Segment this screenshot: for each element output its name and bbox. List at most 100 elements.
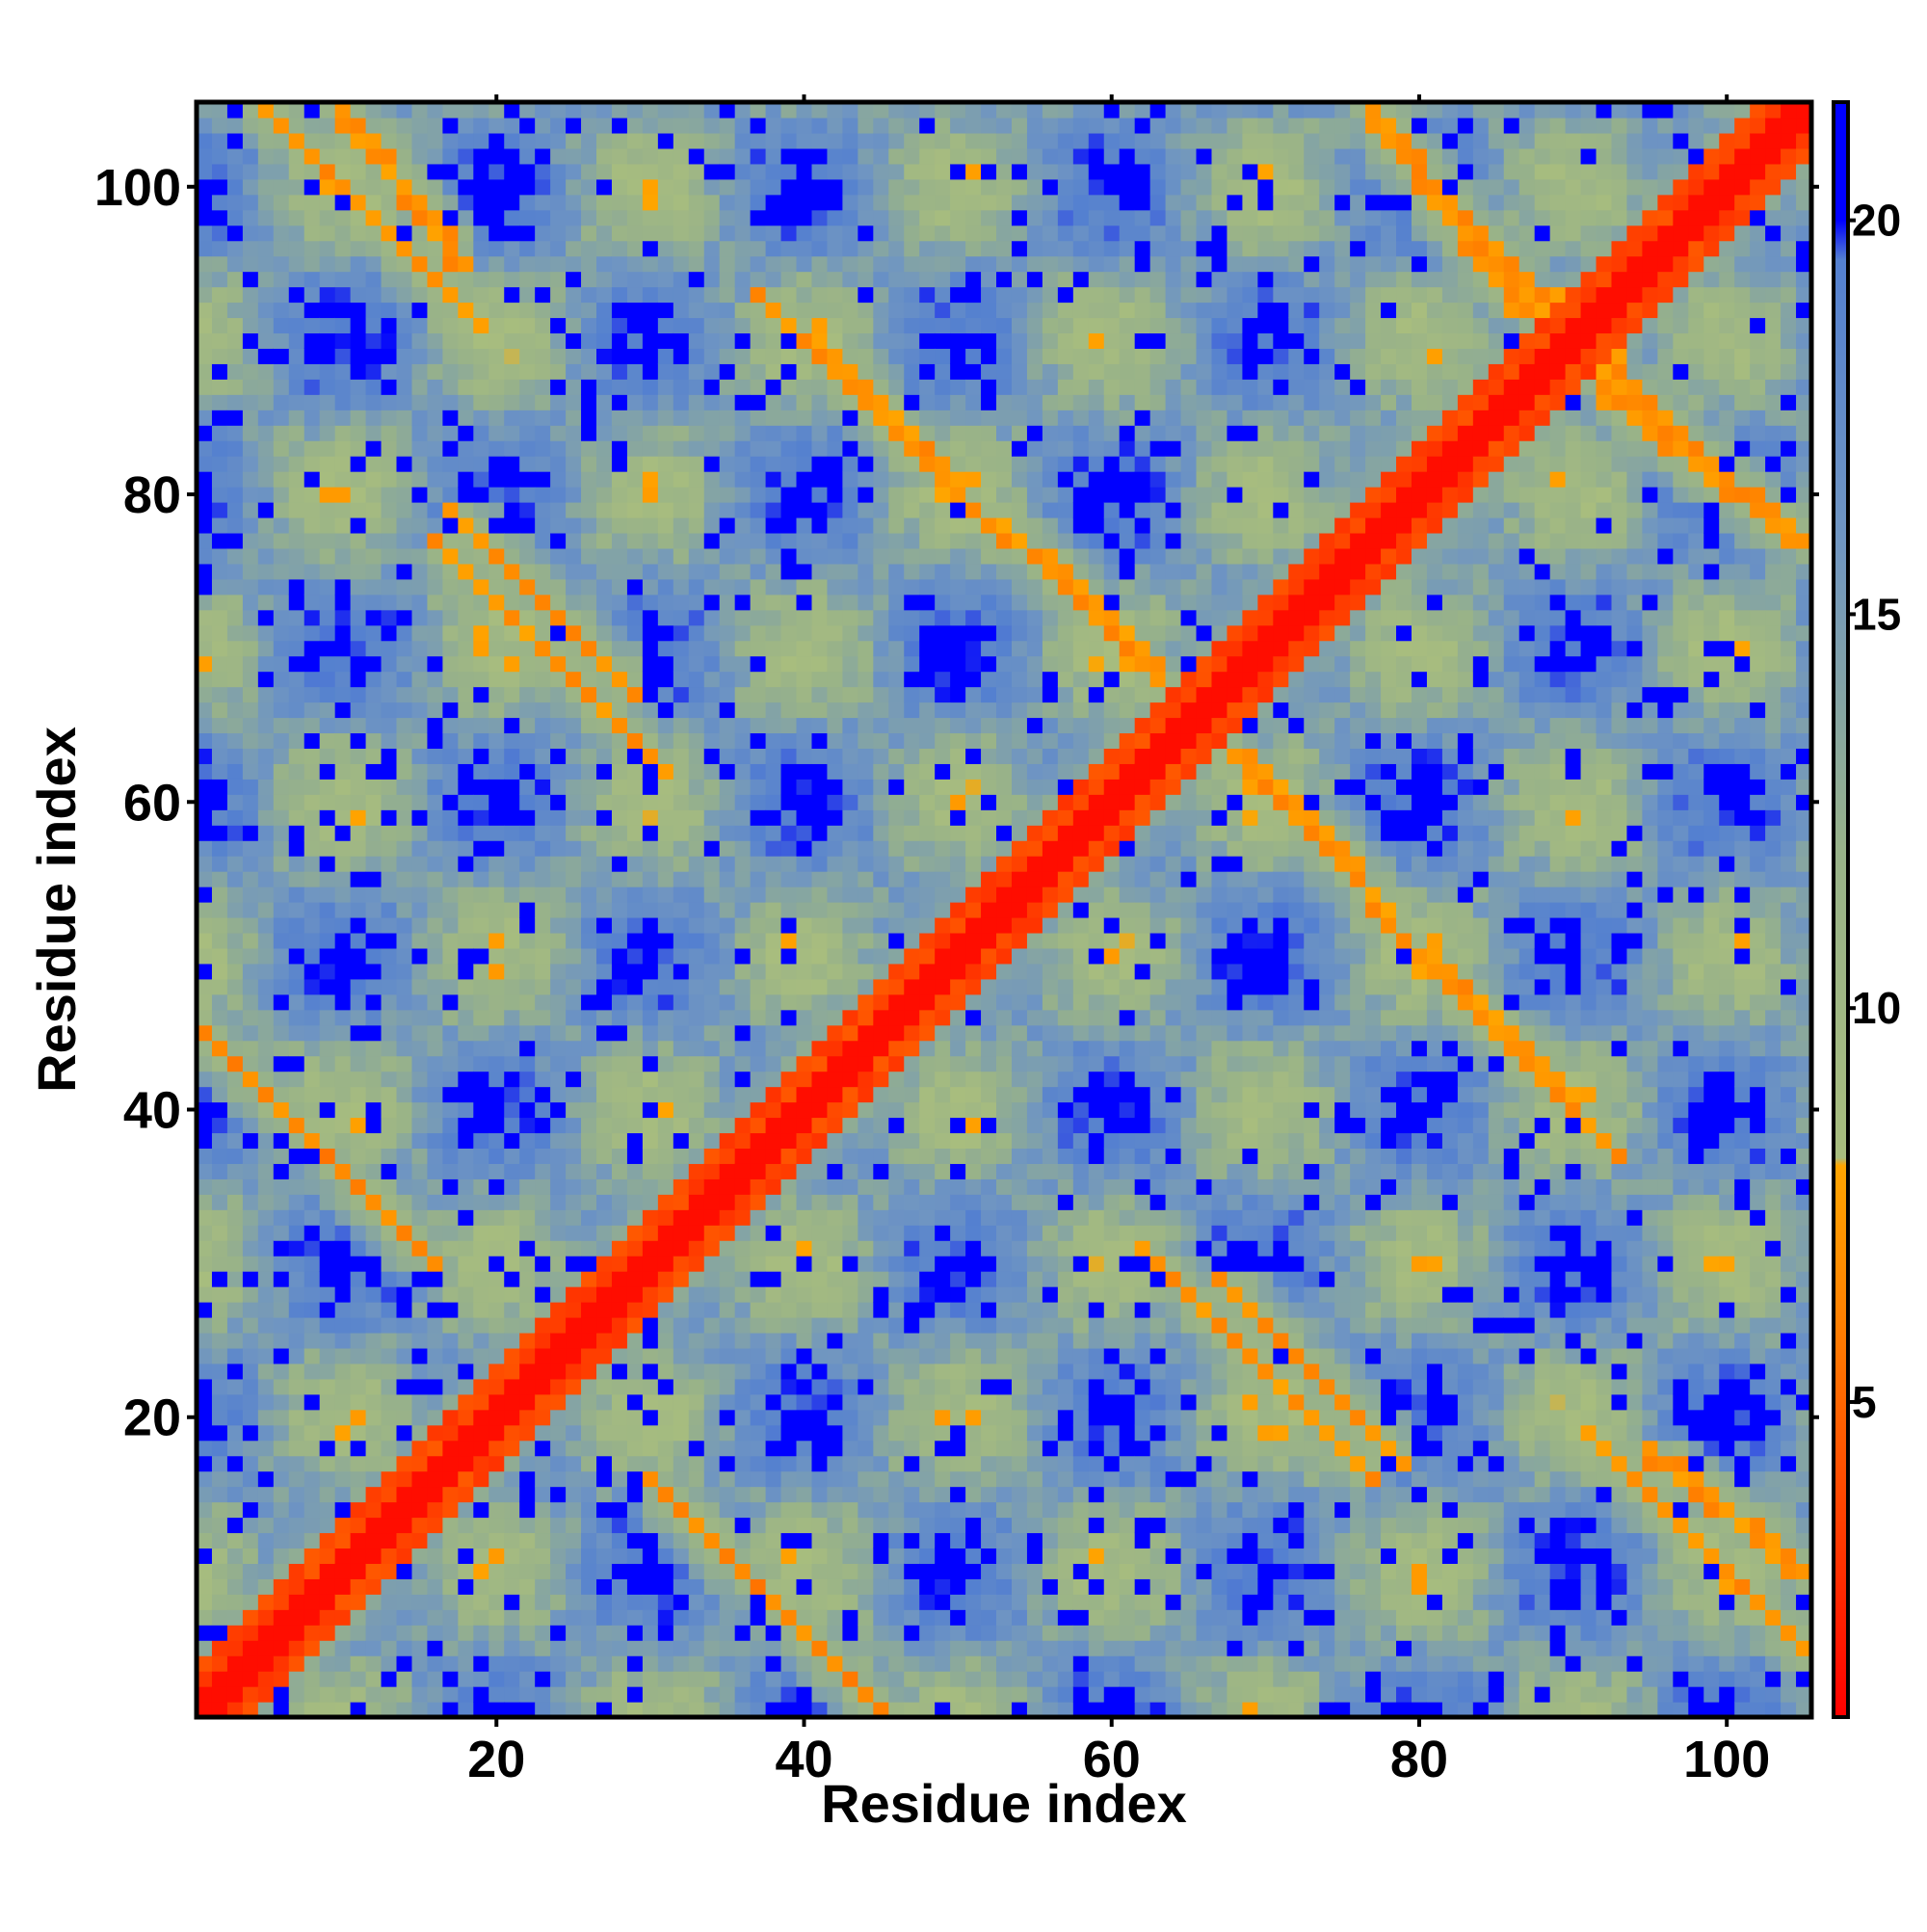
heatmap-cell xyxy=(334,379,352,395)
heatmap-cell xyxy=(827,379,843,395)
heatmap-cell xyxy=(488,1424,505,1442)
heatmap-cell xyxy=(734,1409,752,1426)
heatmap-cell xyxy=(319,1163,336,1179)
heatmap-cell xyxy=(750,947,767,965)
heatmap-cell xyxy=(411,1286,429,1303)
heatmap-cell xyxy=(427,947,443,965)
heatmap-cell xyxy=(273,1286,290,1303)
heatmap-cell xyxy=(657,640,674,657)
heatmap-cell xyxy=(242,147,259,165)
heatmap-cell xyxy=(566,809,582,826)
heatmap-cell xyxy=(566,379,582,395)
heatmap-cell xyxy=(873,1578,889,1595)
heatmap-cell xyxy=(427,1671,443,1687)
heatmap-cell xyxy=(673,456,690,472)
heatmap-cell xyxy=(288,1347,305,1364)
heatmap-cell xyxy=(750,456,767,472)
heatmap-cell xyxy=(904,1532,920,1549)
heatmap-cell xyxy=(626,1532,644,1549)
heatmap-cell xyxy=(257,701,275,719)
heatmap-cell xyxy=(642,1363,659,1380)
heatmap-cell xyxy=(535,1625,551,1641)
heatmap-cell xyxy=(396,1440,413,1457)
heatmap-cell xyxy=(581,1240,597,1257)
heatmap-cell xyxy=(703,887,721,903)
heatmap-cell xyxy=(827,640,843,657)
heatmap-cell xyxy=(688,840,705,857)
heatmap-cell xyxy=(566,516,582,534)
heatmap-cell xyxy=(611,978,628,995)
heatmap-cell xyxy=(842,1055,858,1072)
heatmap-cell xyxy=(304,502,321,518)
heatmap-cell xyxy=(411,1440,429,1457)
heatmap-cell xyxy=(657,1302,674,1318)
heatmap-cell xyxy=(242,1393,259,1411)
heatmap-cell xyxy=(197,1532,213,1549)
heatmap-cell xyxy=(657,1517,674,1534)
heatmap-cell xyxy=(734,1271,752,1287)
heatmap-cell xyxy=(611,902,628,918)
heatmap-cell xyxy=(257,1363,275,1380)
heatmap-cell xyxy=(642,1040,659,1057)
heatmap-cell xyxy=(657,1440,674,1457)
heatmap-cell xyxy=(442,1609,459,1626)
heatmap-cell xyxy=(504,609,520,626)
heatmap-cell xyxy=(211,1163,228,1179)
heatmap-cell xyxy=(796,763,813,780)
heatmap-cell xyxy=(473,963,489,980)
heatmap-cell xyxy=(473,1455,489,1472)
heatmap-cell xyxy=(904,1209,920,1226)
heatmap-cell xyxy=(381,1117,398,1134)
heatmap-cell xyxy=(396,594,413,611)
heatmap-cell xyxy=(334,487,352,503)
heatmap-cell xyxy=(365,456,383,472)
heatmap-cell xyxy=(765,456,782,472)
heatmap-cell xyxy=(642,963,659,980)
heatmap-cell xyxy=(473,825,489,841)
heatmap-cell xyxy=(780,440,798,457)
heatmap-cell xyxy=(750,701,767,719)
heatmap-cell xyxy=(566,902,582,918)
heatmap-cell xyxy=(919,794,936,810)
heatmap-cell xyxy=(904,686,920,703)
heatmap-cell xyxy=(626,1671,644,1687)
heatmap-cell xyxy=(765,1625,782,1641)
heatmap-cell xyxy=(504,132,520,149)
heatmap-cell xyxy=(673,502,690,518)
heatmap-cell xyxy=(319,640,336,657)
heatmap-cell xyxy=(473,1117,489,1134)
heatmap-cell xyxy=(488,717,505,734)
heatmap-cell xyxy=(596,1040,613,1057)
heatmap-cell xyxy=(519,1148,536,1164)
heatmap-cell xyxy=(596,1625,613,1641)
heatmap-cell xyxy=(427,1378,443,1395)
heatmap-cell xyxy=(458,255,474,273)
heatmap-cell xyxy=(750,410,767,426)
heatmap-cell xyxy=(427,1625,443,1641)
heatmap-cell xyxy=(750,1393,767,1411)
heatmap-cell xyxy=(642,547,659,565)
heatmap-cell xyxy=(242,717,259,734)
heatmap-cell xyxy=(519,516,536,534)
heatmap-cell xyxy=(796,1578,813,1595)
heatmap-cell xyxy=(611,1256,628,1272)
heatmap-cell xyxy=(780,1548,798,1564)
heatmap-cell xyxy=(519,1563,536,1579)
heatmap-cell xyxy=(581,1347,597,1364)
heatmap-cell xyxy=(334,1532,352,1549)
heatmap-cell xyxy=(504,1532,520,1549)
heatmap-cell xyxy=(796,1609,813,1626)
heatmap-cell xyxy=(673,516,690,534)
heatmap-cell xyxy=(657,147,674,165)
heatmap-cell xyxy=(688,1225,705,1241)
heatmap-cell xyxy=(734,209,752,226)
heatmap-cell xyxy=(904,624,920,642)
heatmap-cell xyxy=(442,1332,459,1349)
heatmap-cell xyxy=(288,425,305,441)
heatmap-cell xyxy=(811,732,829,749)
heatmap-cell xyxy=(827,487,843,503)
heatmap-cell xyxy=(242,1178,259,1195)
heatmap-cell xyxy=(611,1625,628,1641)
heatmap-cell xyxy=(242,1240,259,1257)
heatmap-cell xyxy=(273,717,290,734)
